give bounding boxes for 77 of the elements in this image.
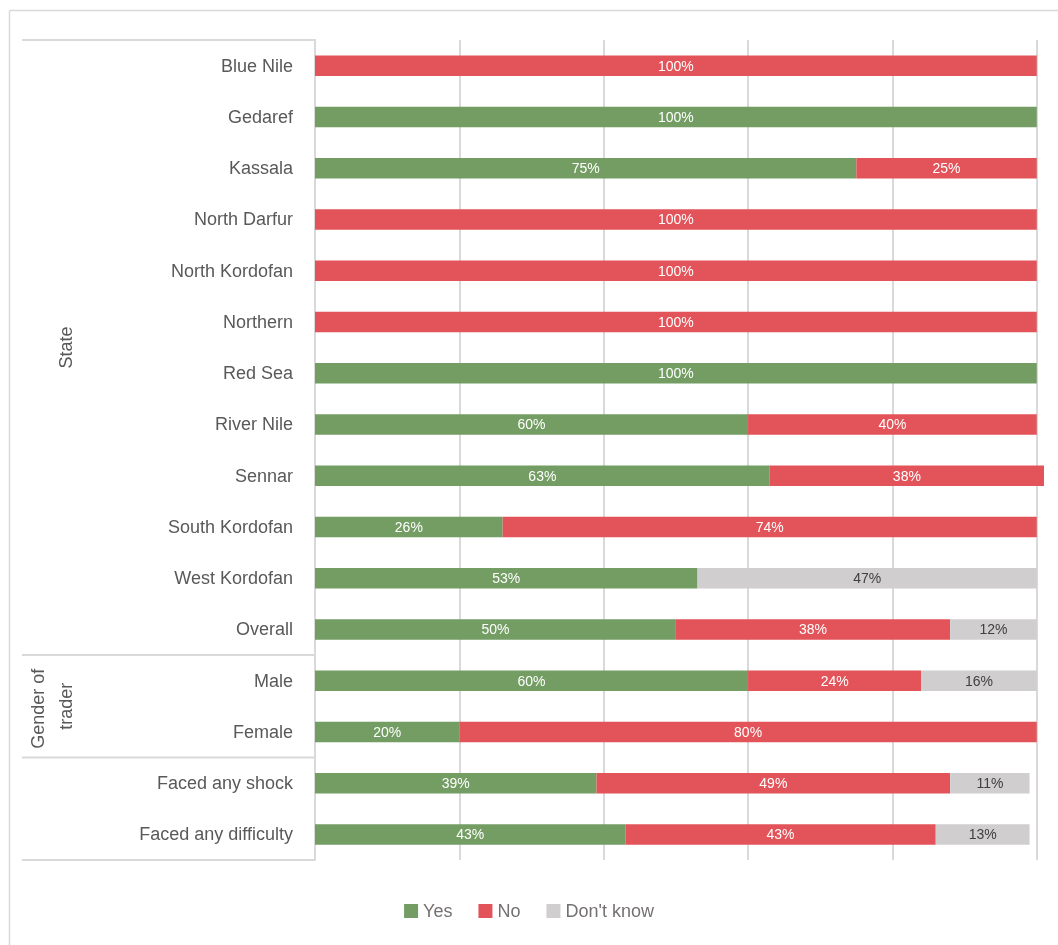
y-tick-label: Red Sea xyxy=(222,363,294,384)
data-label: 100% xyxy=(657,365,694,382)
data-label: 100% xyxy=(657,57,694,74)
data-label: 39% xyxy=(441,775,470,792)
legend-label: Don't know xyxy=(565,901,655,921)
bar xyxy=(315,721,460,743)
bar xyxy=(315,55,1037,76)
bar xyxy=(315,567,698,589)
data-label: 60% xyxy=(517,416,546,433)
bar xyxy=(315,209,1037,230)
bar xyxy=(625,824,936,845)
data-label: 43% xyxy=(766,826,795,843)
text: Gender of trader xyxy=(28,663,76,749)
y-tick-label: South Kordofan xyxy=(167,516,293,537)
data-label: 43% xyxy=(456,826,485,843)
bar xyxy=(459,721,1037,743)
y-tick-label: Female xyxy=(232,721,293,742)
data-label: 53% xyxy=(492,570,521,587)
data-label: 16% xyxy=(965,672,994,689)
data-label: 38% xyxy=(799,621,828,638)
bar xyxy=(315,311,1037,333)
data-label: 47% xyxy=(853,570,882,587)
data-label: 25% xyxy=(932,160,961,177)
bar xyxy=(502,516,1037,538)
bar xyxy=(315,465,770,486)
data-label: 100% xyxy=(657,262,694,279)
data-label: 50% xyxy=(481,621,510,638)
bar xyxy=(315,362,1037,384)
data-label: 49% xyxy=(759,775,788,792)
y-tick-label: Sennar xyxy=(234,465,293,486)
data-label: 40% xyxy=(878,416,907,433)
data-label: 20% xyxy=(373,723,402,740)
bar xyxy=(748,414,1037,435)
data-label: 63% xyxy=(528,467,557,484)
data-label: 60% xyxy=(517,672,546,689)
y-tick-label: Kassala xyxy=(228,158,294,179)
bar xyxy=(769,465,1044,486)
y-tick-label: North Kordofan xyxy=(170,260,293,281)
data-label: 13% xyxy=(968,826,997,843)
bar xyxy=(856,157,1037,179)
bar xyxy=(935,824,1030,845)
legend-label: Yes xyxy=(423,901,453,921)
bar xyxy=(315,414,749,435)
data-label: 24% xyxy=(820,672,849,689)
y-tick-label: Northern xyxy=(222,311,293,332)
bar xyxy=(315,824,626,845)
y-tick-label: Gedaref xyxy=(227,106,294,127)
y-tick-label: Overall xyxy=(235,619,293,640)
y-tick-label: Faced any difficulty xyxy=(139,824,293,845)
data-label: 100% xyxy=(657,211,694,228)
y-tick-label: Male xyxy=(253,670,293,691)
bar xyxy=(315,260,1037,281)
bar xyxy=(315,516,503,538)
bar xyxy=(315,106,1037,128)
bar xyxy=(315,619,676,640)
data-label: 12% xyxy=(979,621,1008,638)
y-tick-label: Blue Nile xyxy=(220,55,293,76)
data-label: 26% xyxy=(394,518,423,535)
legend-label: No xyxy=(497,901,521,921)
bar xyxy=(315,772,597,794)
data-label: 38% xyxy=(892,467,921,484)
bar xyxy=(315,670,749,691)
bar xyxy=(315,157,857,179)
data-label: 100% xyxy=(657,108,694,125)
data-label: 100% xyxy=(657,313,694,330)
y-tick-label: West Kordofan xyxy=(174,568,293,589)
y-tick-label: North Darfur xyxy=(193,209,293,230)
text: State xyxy=(56,326,76,369)
bar xyxy=(675,619,951,640)
bar xyxy=(748,670,922,691)
y-tick-label: Faced any shock xyxy=(156,773,294,794)
bar xyxy=(596,772,951,794)
data-label: 80% xyxy=(734,723,763,740)
data-label: 74% xyxy=(755,518,784,535)
data-label: 75% xyxy=(571,160,600,177)
data-label: 11% xyxy=(976,775,1004,792)
y-tick-label: River Nile xyxy=(214,414,293,435)
